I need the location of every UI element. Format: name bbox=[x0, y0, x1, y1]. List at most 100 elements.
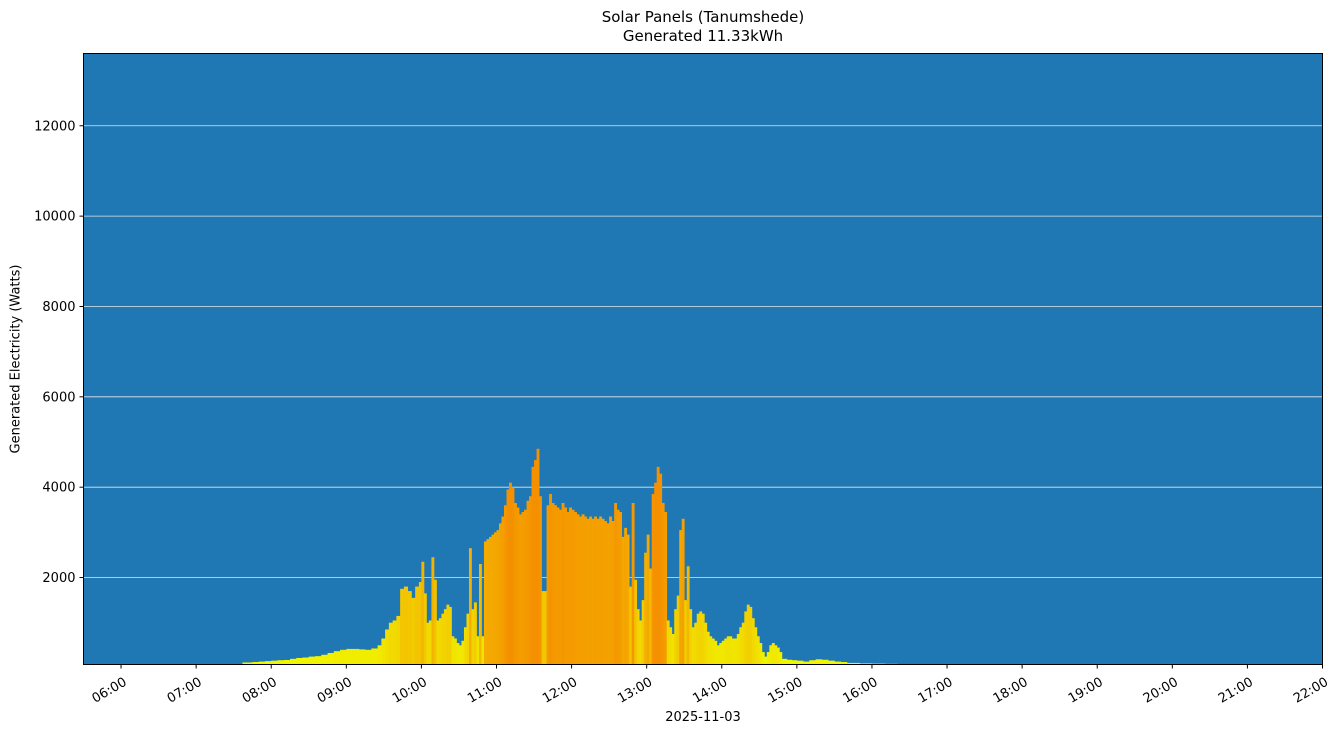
y-tick-label: 6000 bbox=[42, 390, 75, 405]
data-bar bbox=[656, 466, 660, 665]
data-bar bbox=[418, 582, 422, 665]
x-tick-label: 21:00 bbox=[1216, 675, 1256, 707]
data-bar bbox=[726, 636, 730, 665]
data-bar bbox=[441, 613, 445, 665]
y-axis-label: Generated Electricity (Watts) bbox=[8, 264, 24, 454]
data-bar bbox=[709, 636, 713, 665]
data-bar bbox=[779, 652, 783, 665]
data-bar bbox=[759, 643, 763, 665]
data-bar bbox=[514, 502, 517, 665]
y-tick-label: 8000 bbox=[42, 300, 75, 315]
data-bar bbox=[564, 507, 567, 665]
data-bar bbox=[751, 618, 755, 665]
data-bar bbox=[596, 518, 600, 665]
data-bar bbox=[271, 660, 278, 665]
data-bar bbox=[731, 638, 735, 665]
data-bar bbox=[381, 638, 386, 665]
data-bar bbox=[388, 622, 394, 665]
data-bar bbox=[423, 593, 427, 665]
data-bar bbox=[529, 496, 532, 665]
data-bar bbox=[258, 661, 266, 665]
data-bar bbox=[431, 557, 435, 665]
data-bar bbox=[699, 611, 703, 665]
data-bar bbox=[534, 460, 537, 665]
data-bar bbox=[315, 656, 322, 665]
data-bar bbox=[661, 502, 665, 665]
x-tick-label: 18:00 bbox=[991, 675, 1031, 707]
data-bar bbox=[654, 482, 658, 665]
data-bar bbox=[846, 662, 860, 665]
data-bar bbox=[719, 643, 723, 665]
data-bar bbox=[426, 622, 430, 665]
data-bar bbox=[556, 507, 560, 665]
data-bar bbox=[453, 638, 457, 665]
x-tick-label: 07:00 bbox=[165, 675, 205, 707]
y-tick-label: 2000 bbox=[42, 571, 75, 586]
data-bar bbox=[554, 505, 557, 665]
data-bar bbox=[448, 606, 452, 665]
data-bar bbox=[574, 512, 577, 665]
data-bar bbox=[786, 659, 793, 665]
data-bar bbox=[739, 627, 743, 665]
data-bar bbox=[626, 534, 630, 665]
data-bar bbox=[791, 660, 798, 665]
data-bar bbox=[290, 658, 297, 665]
data-bar bbox=[859, 663, 873, 665]
x-tick-label: 20:00 bbox=[1141, 675, 1181, 707]
data-bar bbox=[749, 606, 753, 665]
data-bar bbox=[252, 662, 260, 665]
data-bar bbox=[764, 656, 768, 665]
data-bar bbox=[327, 652, 335, 665]
data-bar bbox=[551, 502, 555, 665]
data-bar bbox=[644, 552, 648, 665]
data-bar bbox=[704, 622, 708, 665]
data-bar bbox=[706, 631, 710, 665]
plot-area bbox=[83, 53, 1323, 665]
data-bar bbox=[771, 643, 775, 665]
data-bar bbox=[681, 518, 685, 665]
data-bar bbox=[283, 659, 291, 665]
data-bar bbox=[601, 518, 605, 665]
data-bar bbox=[392, 620, 397, 665]
data-bar bbox=[296, 657, 303, 665]
data-bar bbox=[734, 638, 738, 665]
y-tick-label: 10000 bbox=[34, 210, 75, 225]
data-bar bbox=[559, 509, 562, 665]
data-bar bbox=[676, 595, 680, 665]
data-bar bbox=[840, 662, 848, 665]
data-bar bbox=[504, 505, 507, 665]
data-bar bbox=[671, 634, 675, 665]
x-tick-label: 09:00 bbox=[315, 675, 355, 707]
data-bar bbox=[674, 609, 678, 665]
data-bar bbox=[834, 661, 842, 665]
data-bar bbox=[746, 604, 750, 665]
data-bar bbox=[803, 661, 810, 665]
data-bar bbox=[584, 516, 588, 665]
data-bar bbox=[400, 588, 405, 665]
data-bar bbox=[641, 600, 645, 665]
data-bar bbox=[481, 636, 485, 665]
data-bar bbox=[571, 509, 575, 665]
x-tick-label: 11:00 bbox=[465, 675, 505, 707]
data-bar bbox=[443, 609, 447, 665]
data-bar bbox=[321, 654, 328, 665]
data-bar bbox=[546, 505, 550, 665]
data-bar bbox=[415, 586, 420, 665]
data-bar bbox=[561, 502, 565, 665]
y-axis-ticks: 2000 4000 6000 8000 10000 12000 bbox=[34, 119, 84, 586]
data-bar bbox=[591, 518, 595, 665]
data-bar bbox=[242, 662, 253, 665]
x-tick-label: 08:00 bbox=[240, 675, 280, 707]
data-bar bbox=[624, 527, 628, 665]
data-bar bbox=[371, 648, 379, 665]
x-tick-label: 06:00 bbox=[90, 675, 130, 707]
data-bar bbox=[701, 613, 705, 665]
data-bar bbox=[433, 579, 437, 665]
data-bar bbox=[659, 473, 663, 665]
data-bar bbox=[579, 516, 583, 665]
y-tick-label: 4000 bbox=[42, 481, 75, 496]
data-bar bbox=[436, 620, 440, 665]
data-bar bbox=[346, 648, 353, 665]
data-bar bbox=[606, 523, 610, 665]
